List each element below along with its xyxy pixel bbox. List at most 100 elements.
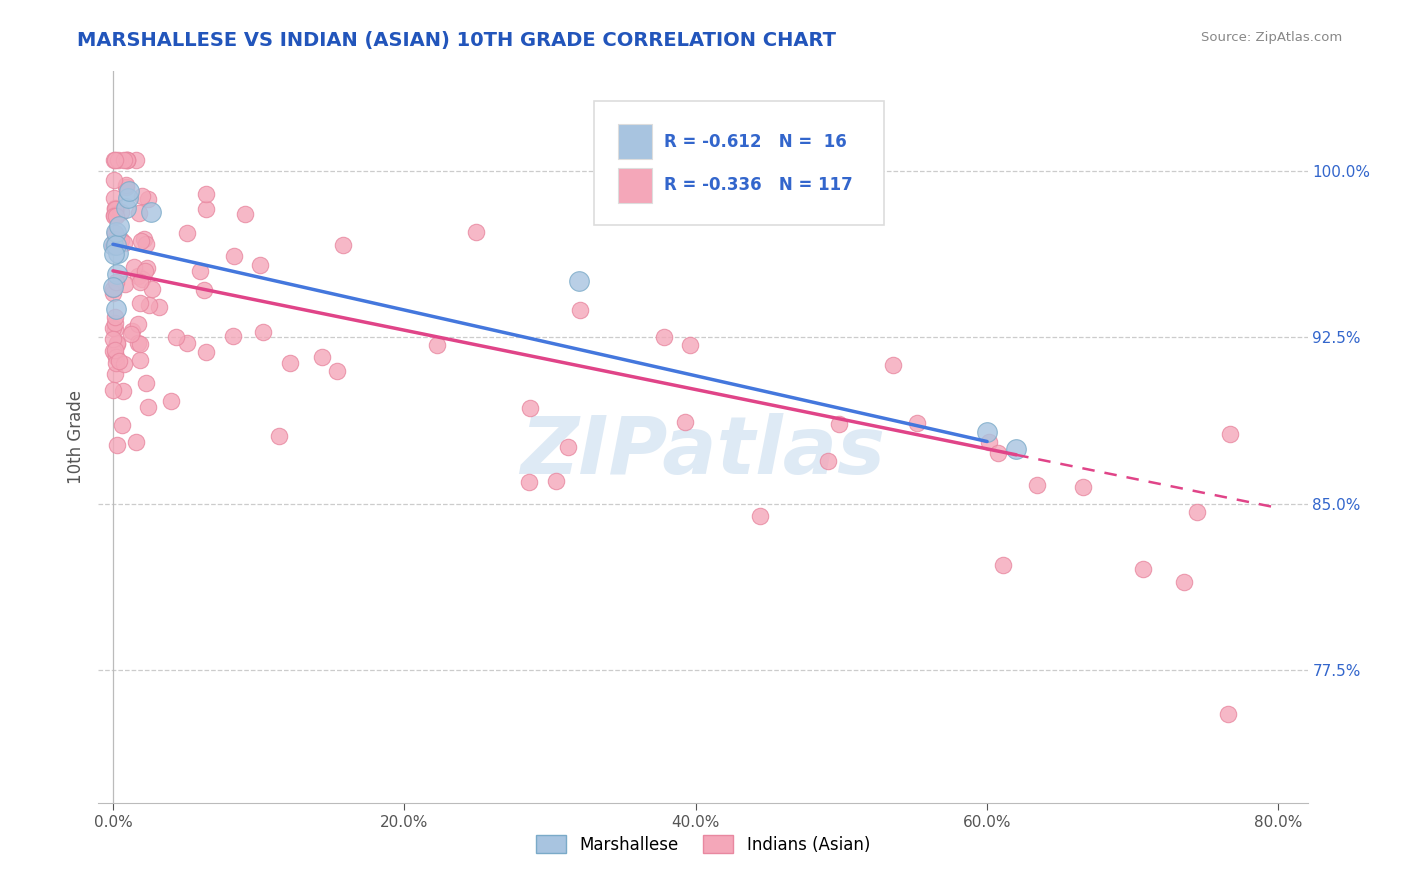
Point [1005,442,1028,456]
Point [977,434,1000,449]
Point [103,208,125,222]
Point [136,192,159,206]
Point [101,286,124,301]
Point [544,474,567,488]
Point [569,303,592,318]
Point [193,283,215,297]
Point [103,209,125,223]
Point [221,329,243,343]
Point [976,425,998,440]
Point [103,247,125,261]
Point [141,282,163,296]
Point [325,363,347,377]
Point [882,358,904,372]
Point [118,184,141,198]
Point [131,188,153,202]
Point [112,235,135,250]
Point [1216,707,1239,722]
Point [104,275,127,289]
FancyBboxPatch shape [595,101,884,225]
Point [195,345,218,359]
Point [673,415,696,429]
Point [103,153,125,167]
Point [517,475,540,490]
Point [104,202,127,216]
Text: MARSHALLESE VS INDIAN (ASIAN) 10TH GRADE CORRELATION CHART: MARSHALLESE VS INDIAN (ASIAN) 10TH GRADE… [77,31,837,50]
Point [125,153,148,167]
Point [188,264,211,278]
Point [278,356,301,370]
Point [905,416,928,430]
Point [104,367,127,381]
Point [104,322,127,336]
Point [134,231,156,245]
Point [107,267,129,281]
Point [1173,574,1195,589]
Point [104,310,127,324]
Point [128,275,150,289]
Point [115,180,138,194]
Point [1071,479,1094,493]
Point [568,274,591,288]
Point [817,453,839,467]
Point [332,238,354,252]
Point [129,234,152,248]
Point [176,226,198,240]
Point [115,153,138,167]
Point [107,219,129,234]
Point [135,376,157,391]
Point [127,317,149,331]
Point [101,343,124,358]
Point [103,173,125,187]
Point [128,353,150,368]
Text: Source: ZipAtlas.com: Source: ZipAtlas.com [1202,31,1343,45]
Point [111,417,134,432]
Point [105,202,128,217]
Point [122,260,145,274]
Text: R = -0.336   N = 117: R = -0.336 N = 117 [664,177,853,194]
Point [115,153,138,167]
Point [104,301,127,316]
Point [115,202,138,216]
Point [104,239,127,253]
Point [101,239,124,253]
Point [131,272,153,286]
Point [101,281,124,295]
Text: ZIPatlas: ZIPatlas [520,413,886,491]
Point [311,351,333,365]
Point [749,509,772,524]
Point [127,336,149,351]
Point [652,330,675,344]
Point [104,209,127,223]
Point [138,298,160,312]
Point [195,202,218,216]
Point [115,178,138,193]
Point [148,300,170,314]
Point [104,238,127,252]
Point [105,438,128,452]
Point [104,356,127,370]
Point [103,332,125,346]
Point [111,384,134,399]
Point [110,204,132,219]
Point [105,350,128,364]
Point [103,191,125,205]
Point [828,417,851,431]
Point [252,325,274,339]
Point [105,336,128,351]
Point [195,186,218,201]
Legend: Marshallese, Indians (Asian): Marshallese, Indians (Asian) [529,829,877,860]
Point [104,225,127,239]
Point [165,330,187,344]
Point [679,338,702,352]
Point [991,558,1014,572]
Point [125,434,148,449]
Point [104,316,127,330]
Y-axis label: 10th Grade: 10th Grade [66,390,84,484]
Point [159,394,181,409]
Point [103,280,125,294]
Point [112,153,135,167]
Point [117,190,139,204]
Point [120,327,142,342]
Point [117,153,139,167]
